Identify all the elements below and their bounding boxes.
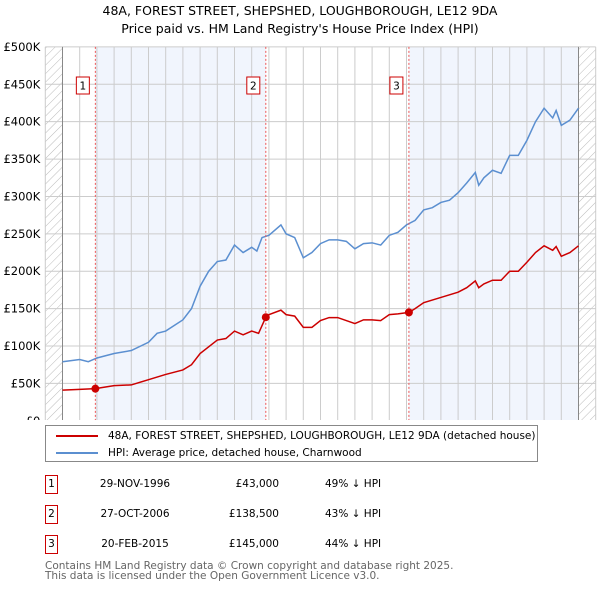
sale-point (404, 308, 413, 317)
red-line-swatch (56, 435, 98, 437)
sale-label-box (75, 76, 90, 95)
sale-point (91, 384, 100, 393)
y-tick-label: £0 (26, 414, 41, 420)
sale-number: 1 (45, 475, 58, 494)
footer-licence: This data is licensed under the Open Gov… (45, 570, 380, 582)
sale-price: £138,500 (228, 508, 279, 520)
y-tick-label: £100K (3, 339, 40, 353)
legend-item-property: 48A, FOREST STREET, SHEPSHED, LOUGHBOROU… (56, 430, 536, 442)
price-paid-line (62, 244, 579, 391)
sale-number: 2 (45, 505, 58, 524)
legend: 48A, FOREST STREET, SHEPSHED, LOUGHBOROU… (45, 425, 538, 462)
blue-line-swatch (56, 452, 98, 454)
sale-label: 1 (80, 81, 87, 93)
legend-label: 48A, FOREST STREET, SHEPSHED, LOUGHBOROU… (108, 430, 536, 442)
hpi-diff: 49% ↓ HPI (325, 478, 382, 490)
sale-number: 3 (45, 535, 58, 554)
y-tick-label: £500K (3, 40, 40, 54)
sale-date: 27-OCT-2006 (100, 508, 170, 520)
sale-price: £43,000 (235, 478, 279, 490)
footer-copyright: Contains HM Land Registry data © Crown c… (45, 560, 454, 572)
legend-label: HPI: Average price, detached house, Char… (108, 447, 362, 459)
hpi-line (62, 106, 580, 363)
price-chart: 1231994199519961997199819992000200120022… (3, 40, 597, 420)
legend-item-hpi: HPI: Average price, detached house, Char… (56, 447, 362, 459)
sale-label-box (246, 76, 261, 95)
chart-title: 48A, FOREST STREET, SHEPSHED, LOUGHBOROU… (102, 3, 498, 18)
sale-price: £145,000 (228, 538, 279, 550)
sale-date: 20-FEB-2015 (101, 538, 169, 550)
hpi-diff: 43% ↓ HPI (325, 508, 382, 520)
y-tick-label: £300K (3, 189, 40, 203)
y-tick-label: £350K (3, 152, 40, 166)
sale-point (261, 313, 270, 322)
table-row: 1 29-NOV-1996 £43,000 49% ↓ HPI (45, 475, 445, 495)
chart-subtitle: Price paid vs. HM Land Registry's House … (121, 21, 479, 36)
table-row: 2 27-OCT-2006 £138,500 43% ↓ HPI (45, 505, 445, 525)
y-tick-label: £400K (3, 115, 40, 129)
hpi-diff: 44% ↓ HPI (325, 538, 382, 550)
sale-date: 29-NOV-1996 (99, 478, 171, 490)
y-tick-label: £150K (3, 302, 40, 316)
y-tick-label: £50K (11, 376, 41, 390)
sale-label: 2 (250, 81, 257, 93)
y-tick-label: £250K (3, 227, 40, 241)
y-tick-label: £200K (3, 264, 40, 278)
sale-label: 3 (393, 81, 400, 93)
table-row: 3 20-FEB-2015 £145,000 44% ↓ HPI (45, 535, 445, 555)
sale-label-box (389, 76, 404, 95)
y-tick-label: £450K (3, 77, 40, 91)
